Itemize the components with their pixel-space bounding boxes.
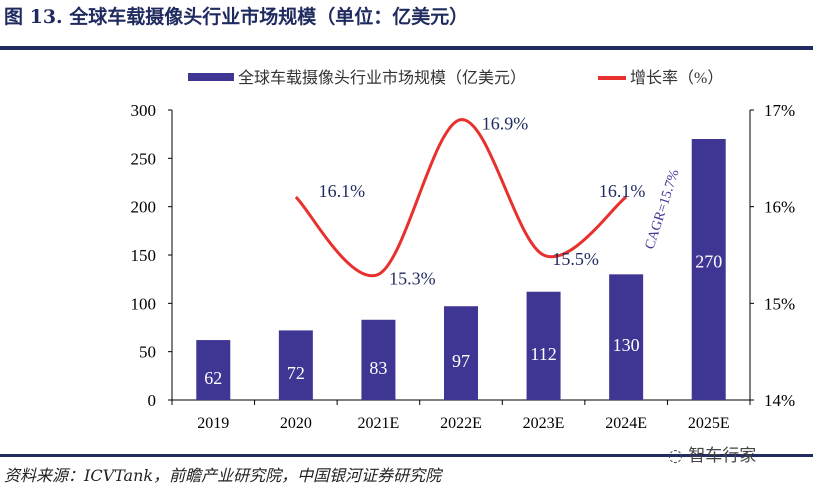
growth-label: 15.3% (389, 268, 436, 288)
x-tick-label: 2021E (358, 415, 400, 432)
watermark: ◌ 智车行家 (668, 441, 756, 466)
legend-bar-swatch (188, 73, 234, 81)
wechat-icon: ◌ (668, 446, 689, 466)
y2-tick-label: 17% (764, 101, 795, 120)
bar-label: 72 (287, 363, 305, 383)
bar-label: 97 (452, 351, 470, 371)
x-tick-label: 2024E (605, 415, 647, 432)
growth-label: 16.1% (319, 181, 366, 201)
bar-2022E (444, 306, 478, 400)
y-tick-label: 50 (139, 343, 156, 362)
growth-label: 16.9% (482, 114, 529, 134)
y2-tick-label: 16% (764, 198, 795, 217)
x-tick-label: 2020 (280, 415, 312, 432)
top-rule (0, 46, 813, 50)
x-tick-label: 2022E (440, 415, 482, 432)
bottom-rule (0, 454, 813, 457)
figure-title: 图 13. 全球车载摄像头行业市场规模（单位：亿美元） (4, 6, 469, 28)
bar-label: 112 (530, 344, 556, 364)
watermark-text: 智车行家 (688, 446, 757, 466)
legend-bar-label: 全球车载摄像头行业市场规模（亿美元） (238, 69, 526, 87)
growth-label: 16.1% (599, 181, 646, 201)
x-tick-label: 2023E (523, 415, 565, 432)
bar-label: 270 (695, 252, 722, 272)
y-tick-label: 250 (131, 149, 157, 168)
bar-2020 (278, 330, 313, 400)
chart: 0 50 100 150 200 250 300 14% 15% 16% 17% 2019 62 2020… (131, 69, 796, 432)
y2-tick-label: 14% (764, 391, 795, 410)
growth-label: 15.5% (552, 249, 599, 269)
bar-2024E (609, 274, 644, 400)
x-tick-label: 2019 (197, 415, 229, 432)
y2-tick-label: 15% (764, 294, 795, 313)
source-note: 资料来源：ICVTank，前瞻产业研究院，中国银河证券研究院 (4, 466, 442, 485)
bar-2021E (361, 319, 396, 400)
cagr-annotation: CAGR=15.7% (643, 167, 683, 251)
growth-line (294, 118, 628, 278)
bar-2019 (196, 340, 231, 400)
legend-line-label: 增长率（%） (630, 69, 723, 87)
bar-label: 83 (369, 358, 387, 378)
bar-label: 130 (613, 335, 640, 355)
bar-2023E (526, 291, 561, 400)
y-tick-label: 150 (131, 246, 157, 265)
y-tick-label: 100 (131, 294, 157, 313)
y-tick-label: 300 (131, 101, 157, 120)
bar-label: 62 (204, 368, 222, 388)
x-tick-label: 2025E (688, 415, 730, 432)
y-tick-label: 0 (148, 391, 157, 410)
y-tick-label: 200 (131, 198, 157, 217)
bar-2025E (691, 139, 726, 400)
